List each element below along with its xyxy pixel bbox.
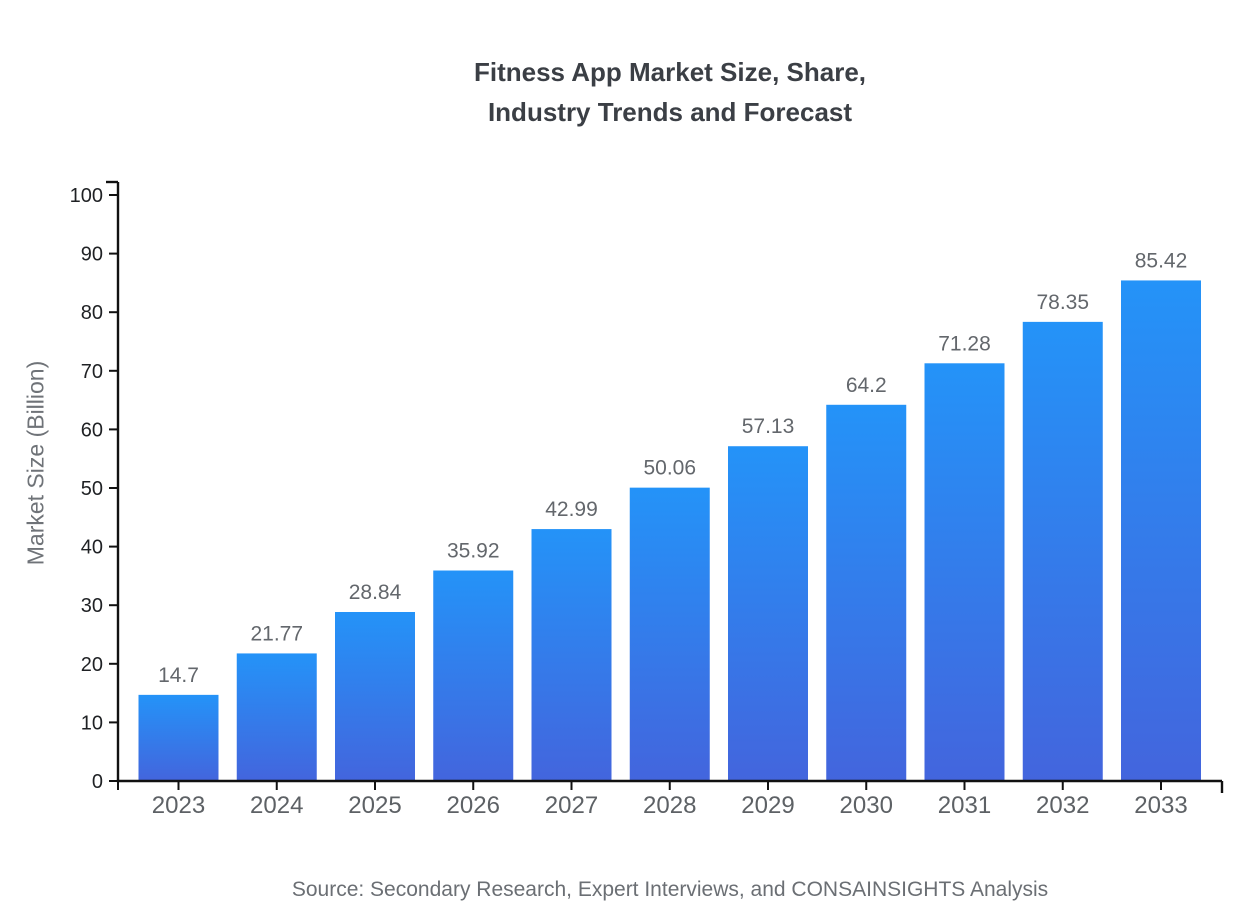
bar <box>1121 280 1201 781</box>
y-axis-title: Market Size (Billion) <box>22 360 49 566</box>
bar-value-label: 78.35 <box>1036 291 1089 314</box>
y-axis-tick-label: 70 <box>81 361 103 383</box>
x-axis-tick-label: 2032 <box>1036 792 1089 819</box>
bar-value-label: 42.99 <box>545 498 598 521</box>
y-axis-tick-label: 80 <box>81 302 103 324</box>
bar-value-label: 85.42 <box>1135 249 1188 272</box>
bar-value-label: 28.84 <box>349 581 402 604</box>
x-axis-tick-label: 2028 <box>643 792 696 819</box>
bar <box>728 446 808 781</box>
bar <box>138 694 219 781</box>
y-axis-tick-label: 40 <box>81 537 103 559</box>
y-axis-tick-label: 100 <box>70 185 103 207</box>
x-axis-tick-label: 2030 <box>840 792 893 819</box>
x-axis-tick-label: 2024 <box>250 792 303 819</box>
x-axis-tick-label: 2029 <box>741 792 794 819</box>
bar <box>531 529 612 781</box>
bar <box>629 487 710 781</box>
page-title-line2: Industry Trends and Forecast <box>487 97 853 127</box>
bar-value-label: 21.77 <box>250 622 303 645</box>
x-axis-tick-label: 2026 <box>447 792 500 819</box>
y-axis-tick-label: 60 <box>81 419 103 441</box>
bar <box>433 570 514 781</box>
x-axis-tick-label: 2031 <box>938 792 991 819</box>
x-axis-tick-label: 2033 <box>1134 792 1187 819</box>
y-axis-tick-label: 30 <box>81 595 103 617</box>
y-axis-tick-label: 10 <box>81 712 103 734</box>
bar-value-label: 14.7 <box>158 664 199 687</box>
bar-value-label: 35.92 <box>447 540 500 563</box>
bar-value-label: 50.06 <box>643 457 696 480</box>
page-title: Fitness App Market Size, Share, Industry… <box>80 52 1260 132</box>
y-axis-tick-label: 50 <box>81 478 103 500</box>
bar <box>826 404 907 781</box>
x-axis-tick-label: 2025 <box>348 792 401 819</box>
y-axis-tick-label: 0 <box>92 771 103 793</box>
source-note: Source: Secondary Research, Expert Inter… <box>291 878 1049 901</box>
x-axis-tick-label: 2023 <box>152 792 205 819</box>
x-axis-tick-label: 2027 <box>545 792 598 819</box>
bar <box>1022 321 1103 781</box>
bar <box>335 611 415 781</box>
y-axis-tick-label: 20 <box>81 654 103 676</box>
bar-value-label: 71.28 <box>938 332 991 355</box>
bar-value-label: 57.13 <box>742 415 795 438</box>
page-title-line1: Fitness App Market Size, Share, <box>473 57 867 87</box>
y-axis-tick-label: 90 <box>81 244 103 266</box>
bar-value-label: 64.2 <box>846 374 887 397</box>
bar <box>236 653 317 781</box>
bar <box>924 363 1005 781</box>
